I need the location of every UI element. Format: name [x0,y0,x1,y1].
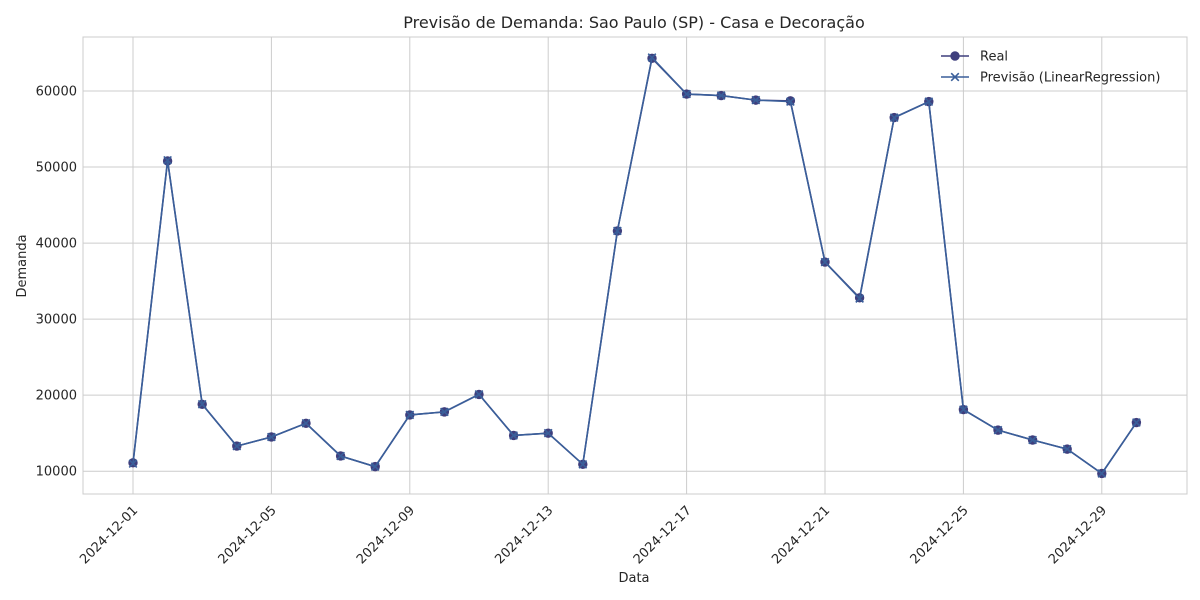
x-tick-label: 2024-12-21 [769,503,833,567]
legend-label: Previsão (LinearRegression) [980,71,1160,86]
series-line [132,56,1138,475]
forecast-point [993,425,1003,435]
forecast-point [716,91,726,100]
x-tick-label: 2024-12-05 [216,503,280,567]
y-tick-label: 50000 [36,161,77,176]
y-tick-label: 30000 [36,313,77,328]
x-tick-label: 2024-12-25 [908,503,972,567]
forecast-point [682,89,691,99]
forecast-point [751,95,761,105]
series-line [132,55,1138,475]
y-tick-label: 40000 [36,237,77,252]
forecast-point [1097,469,1107,478]
y-axis-label: Demanda [15,234,30,297]
forecast-point [578,459,588,469]
plot-area-frame [82,36,1188,495]
forecast-point [370,462,380,471]
forecast-point [336,451,345,461]
forecast-point [232,441,242,451]
forecast-point [855,294,864,303]
forecast-point [889,113,899,122]
forecast-point [959,405,968,414]
legend-x-marker [950,72,960,82]
forecast-point [163,155,172,165]
forecast-point [405,410,415,420]
legend: Real Previsão (LinearRegression) [941,50,1160,86]
forecast-point [613,226,622,236]
forecast-point [128,459,138,468]
forecast-point [543,428,553,438]
grid-lines [83,37,1187,494]
y-tick-label: 60000 [36,84,77,99]
forecast-point [301,418,311,428]
x-tick-label: 2024-12-17 [631,503,695,567]
x-tick-label: 2024-12-09 [354,503,418,567]
legend-label: Real [980,50,1008,65]
y-tick-label: 20000 [36,389,77,404]
forecast-point [197,399,207,409]
series-real [128,53,1142,479]
forecast-point [440,407,449,417]
series-layer [128,53,1142,479]
forecast-point [509,431,518,440]
chart-title: Previsão de Demanda: Sao Paulo (SP) - Ca… [403,13,865,32]
forecast-point [1132,418,1141,427]
forecast-point [1028,435,1037,445]
x-tick-label: 2024-12-01 [77,503,141,567]
forecast-point [820,257,830,267]
forecast-point [474,390,484,399]
x-axis-label: Data [618,571,649,586]
forecast-point [924,97,934,106]
x-tick-label: 2024-12-13 [492,503,556,567]
forecast-point [786,97,795,106]
x-tick-label: 2024-12-29 [1046,503,1110,567]
forecast-point [647,53,657,62]
y-tick-label: 10000 [36,465,77,480]
legend-circle-marker [950,51,960,61]
series-forecast [128,53,1141,478]
forecast-point [267,432,276,442]
forecast-point [1062,444,1072,454]
tick-labels: 2024-12-01 2024-12-05 2024-12-09 2024-12-13… [36,84,1110,567]
